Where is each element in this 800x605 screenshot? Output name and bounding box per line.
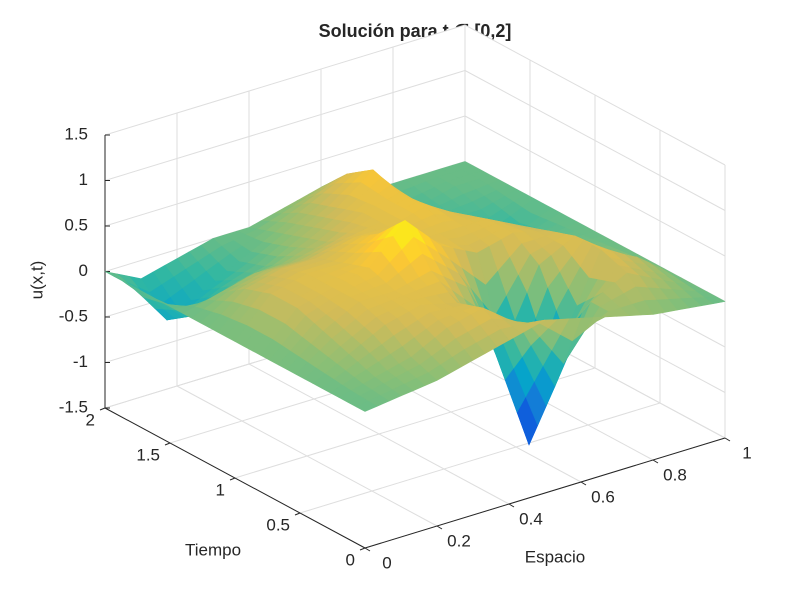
y-tick (229, 477, 236, 481)
y-tick (99, 407, 106, 411)
z-tick-label: 1.5 (64, 124, 88, 143)
z-axis-label: u(x,t) (27, 261, 46, 300)
y-tick (359, 547, 366, 551)
x-tick-label: 0.4 (519, 509, 543, 528)
surface-patch (355, 400, 378, 412)
grid-line (464, 115, 726, 257)
x-tick-label: 0.8 (663, 465, 687, 484)
x-tick (364, 547, 371, 552)
x-tick (652, 459, 659, 464)
grid-line (464, 24, 726, 166)
x-tick-label: 0.2 (447, 531, 471, 550)
y-tick-label: 1.5 (136, 445, 160, 464)
axis-line (364, 437, 726, 549)
grid-line (104, 115, 466, 227)
y-tick-label: 1 (216, 480, 225, 499)
y-tick-label: 0.5 (266, 515, 290, 534)
y-tick (164, 442, 171, 446)
grid-line (464, 70, 726, 211)
y-tick (294, 512, 301, 516)
z-tick-label: -1 (73, 352, 88, 371)
z-tick-label: 0.5 (64, 215, 88, 234)
z-tick-label: -0.5 (59, 306, 88, 325)
y-tick-label: 0 (346, 550, 355, 569)
grid-line (299, 402, 661, 514)
x-tick-label: 0.6 (591, 487, 615, 506)
grid-line (104, 70, 466, 181)
z-tick-label: 1 (79, 170, 88, 189)
z-tick-label: -1.5 (59, 397, 88, 416)
x-tick (724, 437, 731, 442)
y-axis-label: Tiempo (185, 540, 241, 559)
x-tick-label: 1 (742, 443, 751, 462)
y-tick-label: 2 (86, 410, 95, 429)
x-tick (508, 503, 515, 508)
x-tick (436, 525, 443, 530)
x-axis-label: Espacio (525, 547, 585, 566)
x-tick-label: 0 (382, 553, 391, 572)
z-tick-label: 0 (79, 261, 88, 280)
x-tick (580, 481, 587, 486)
grid-line (104, 24, 466, 136)
